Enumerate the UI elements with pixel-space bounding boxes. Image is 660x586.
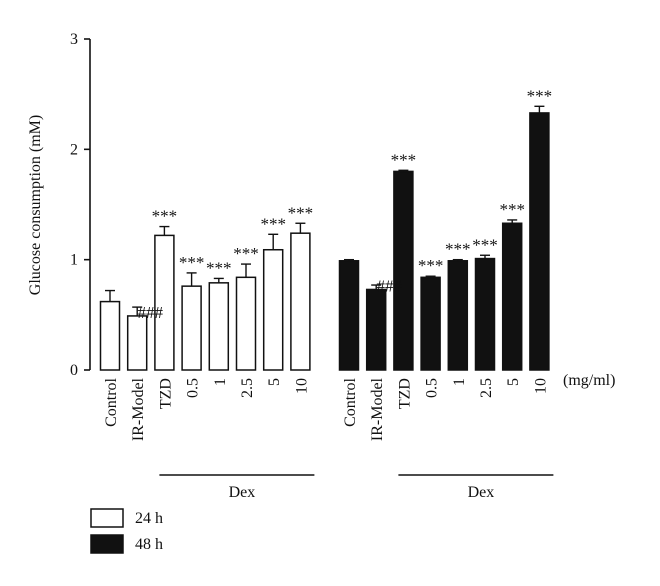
bar	[208, 282, 230, 371]
chart-labels: Control ### IR-Model *** TZD *** 0.5 *** 1 *** 2.5…	[103, 86, 554, 501]
significance-star-label: ***	[233, 244, 259, 263]
y-tick-label: 0	[70, 362, 78, 379]
bar	[338, 260, 360, 371]
bar	[262, 248, 284, 371]
dex-group-label: Dex	[229, 484, 256, 501]
chart-bars	[99, 105, 550, 371]
category-label: IR-Model	[130, 377, 147, 441]
significance-star-label: ***	[527, 86, 553, 105]
category-label: TZD	[396, 378, 413, 409]
significance-star-label: ***	[418, 256, 444, 275]
category-label: 2.5	[478, 378, 495, 398]
bar	[99, 300, 121, 371]
legend-label: 24 h	[135, 510, 163, 527]
bar	[529, 112, 550, 371]
bar	[393, 170, 414, 371]
significance-star-label: ***	[288, 203, 314, 222]
category-label: 1	[212, 378, 229, 386]
category-label: 0.5	[185, 378, 202, 398]
bar	[501, 222, 523, 371]
y-tick-label: 2	[70, 141, 78, 158]
significance-star-label: ***	[179, 253, 205, 272]
bar	[181, 285, 202, 371]
category-label: 0.5	[424, 378, 441, 398]
unit-label: (mg/ml)	[563, 372, 615, 389]
bar	[420, 276, 441, 371]
bar	[365, 288, 387, 371]
category-label: 5	[505, 378, 522, 386]
y-tick-label: 3	[70, 31, 78, 48]
category-label: Control	[342, 377, 359, 426]
category-label: 1	[451, 378, 468, 386]
chart-axes: 0 1 2 3	[70, 31, 91, 379]
bar	[235, 276, 257, 371]
legend: 24 h 48 h	[90, 508, 163, 554]
category-label: IR-Model	[369, 377, 386, 441]
bar	[126, 315, 148, 371]
category-label: 10	[293, 378, 310, 394]
y-axis-label: Glucose consumption (mM)	[27, 115, 44, 295]
significance-star-label: ***	[391, 150, 417, 169]
dex-group-label: Dex	[468, 484, 495, 501]
significance-hash-label: ###	[376, 276, 402, 295]
category-label: TZD	[157, 378, 174, 409]
category-label: 5	[266, 378, 283, 386]
significance-star-label: ***	[152, 207, 178, 226]
bar	[290, 232, 311, 371]
significance-star-label: ***	[472, 235, 498, 254]
significance-star-label: ***	[206, 258, 232, 277]
significance-hash-label: ###	[137, 303, 163, 322]
legend-swatch	[90, 508, 124, 528]
legend-label: 48 h	[135, 536, 163, 553]
significance-star-label: ***	[260, 214, 286, 233]
bar	[474, 257, 496, 371]
significance-star-label: ***	[499, 200, 525, 219]
y-tick-label: 1	[70, 252, 78, 269]
significance-star-label: ***	[445, 240, 471, 259]
category-label: 10	[532, 378, 549, 394]
category-label: Control	[103, 377, 120, 426]
category-label: 2.5	[239, 378, 256, 398]
bar	[447, 260, 469, 371]
legend-swatch	[90, 534, 124, 554]
